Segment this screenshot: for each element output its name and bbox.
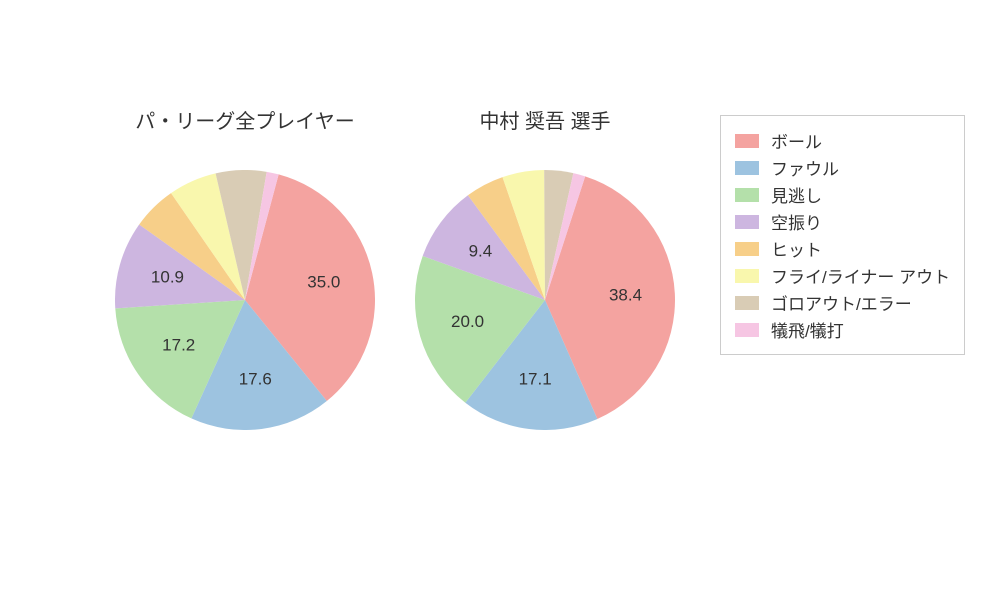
slice-label-looking: 20.0 [451, 312, 484, 331]
legend: ボールファウル見逃し空振りヒットフライ/ライナー アウトゴロアウト/エラー犠飛/… [720, 115, 965, 355]
slice-label-swing: 9.4 [469, 241, 493, 260]
legend-swatch-flyout [735, 269, 759, 283]
legend-label-foul: ファウル [771, 155, 839, 180]
legend-label-groundout: ゴロアウト/エラー [771, 290, 912, 315]
legend-label-ball: ボール [771, 128, 822, 153]
legend-swatch-groundout [735, 296, 759, 310]
pie-chart-league: 35.0 17.6 17.2 10.9 [115, 170, 375, 435]
chart-container: { "canvas": { "width": 1000, "height": 6… [0, 0, 1000, 600]
legend-item-looking: 見逃し [735, 182, 950, 207]
legend-label-looking: 見逃し [771, 182, 822, 207]
legend-swatch-looking [735, 188, 759, 202]
legend-swatch-sac [735, 323, 759, 337]
chart-title-league: パ・リーグ全プレイヤー [115, 105, 375, 134]
legend-swatch-hit [735, 242, 759, 256]
legend-item-flyout: フライ/ライナー アウト [735, 263, 950, 288]
slice-label-looking: 17.2 [162, 335, 195, 354]
legend-item-swing: 空振り [735, 209, 950, 234]
slice-label-foul: 17.6 [239, 369, 272, 388]
legend-swatch-swing [735, 215, 759, 229]
legend-item-foul: ファウル [735, 155, 950, 180]
slice-label-ball: 35.0 [307, 273, 340, 292]
slice-label-foul: 17.1 [519, 369, 552, 388]
legend-label-hit: ヒット [771, 236, 822, 261]
legend-swatch-ball [735, 134, 759, 148]
legend-item-ball: ボール [735, 128, 950, 153]
legend-item-hit: ヒット [735, 236, 950, 261]
slice-label-ball: 38.4 [609, 285, 642, 304]
legend-item-groundout: ゴロアウト/エラー [735, 290, 950, 315]
legend-item-sac: 犠飛/犠打 [735, 317, 950, 342]
legend-label-sac: 犠飛/犠打 [771, 317, 844, 342]
legend-swatch-foul [735, 161, 759, 175]
slice-label-swing: 10.9 [151, 267, 184, 286]
pie-chart-player: 38.4 17.1 20.0 9.4 [415, 170, 675, 435]
legend-label-swing: 空振り [771, 209, 822, 234]
chart-title-player: 中村 奨吾 選手 [415, 105, 675, 134]
legend-label-flyout: フライ/ライナー アウト [771, 263, 950, 288]
